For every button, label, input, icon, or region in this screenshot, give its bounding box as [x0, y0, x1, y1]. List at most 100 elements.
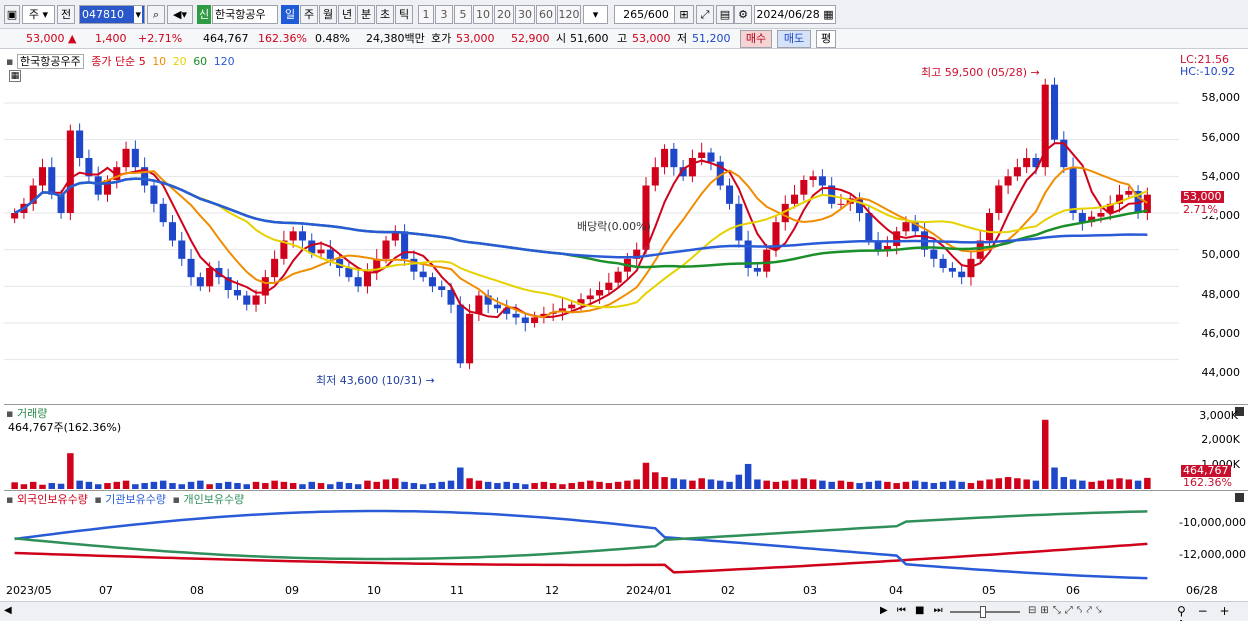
- y-tick: 50,000: [1201, 248, 1241, 261]
- volume-bar: [466, 478, 473, 489]
- interval-10-button[interactable]: 10: [473, 5, 493, 24]
- pane-close-icon[interactable]: [1235, 407, 1244, 416]
- draw-icon[interactable]: ⤢: [696, 5, 714, 24]
- period-year-tab[interactable]: 년: [338, 5, 356, 24]
- period-tick-tab[interactable]: 틱: [395, 5, 413, 24]
- volume-bar: [234, 483, 241, 489]
- volume-bar: [1097, 480, 1105, 489]
- volume-bar: [475, 480, 483, 489]
- average-button[interactable]: 평: [816, 30, 836, 48]
- date-input[interactable]: 2024/06/28 ▦: [754, 5, 836, 24]
- volume-bar: [1023, 479, 1030, 489]
- save-icon[interactable]: ▤: [716, 5, 734, 24]
- settings-gear-icon[interactable]: ⚙: [734, 5, 752, 24]
- drawing-tools[interactable]: ⊟⊞⤡⤢⤣⤤⤥: [1028, 605, 1106, 616]
- current-price-value: 53,000: [26, 32, 65, 45]
- interval-1-button[interactable]: 1: [418, 5, 434, 24]
- volume-bar: [150, 481, 158, 489]
- volume-chart[interactable]: [4, 405, 1179, 489]
- price-chart[interactable]: [4, 50, 1179, 402]
- zoom-slider-thumb[interactable]: [980, 606, 986, 618]
- pct-badge: 2.71%: [1181, 203, 1220, 216]
- x-label: 09: [285, 584, 299, 597]
- candle-body: [967, 258, 975, 278]
- volume-bar: [29, 481, 37, 489]
- volume-bar: [540, 481, 548, 489]
- speaker-icon[interactable]: ◀▾: [167, 5, 193, 24]
- sell-button[interactable]: 매도: [777, 30, 811, 48]
- compare-icon[interactable]: ⊞: [674, 5, 694, 24]
- candle-body: [930, 249, 938, 259]
- volume-bar: [976, 480, 984, 489]
- count-field[interactable]: 265/600: [614, 5, 678, 24]
- candle-body: [586, 295, 594, 300]
- dividend-annotation: 배당락(0.00%): [577, 220, 651, 233]
- pane-close-icon[interactable]: [1235, 493, 1244, 502]
- candle-body: [131, 148, 139, 168]
- grid-toggle-icon[interactable]: ▦: [9, 70, 21, 82]
- scroll-left-icon[interactable]: ◀: [4, 605, 12, 616]
- chart-scrollbar[interactable]: ◀ ▶ ⏮ ■ ⏭ ⊟⊞⤡⤢⤣⤤⤥ ⚲ − + A: [0, 601, 1248, 621]
- candle-body: [540, 313, 548, 318]
- candle-body: [391, 231, 399, 241]
- volume-bar: [336, 481, 343, 489]
- holdings-chart[interactable]: [4, 491, 1179, 584]
- candle-body: [558, 308, 566, 312]
- zoom-controls[interactable]: ⚲ − + A: [1177, 604, 1234, 621]
- interval-30-button[interactable]: 30: [515, 5, 535, 24]
- volume-bar: [494, 483, 501, 489]
- candle-body: [995, 185, 1003, 213]
- volume-bar: [1106, 479, 1114, 489]
- search-icon[interactable]: ⌕: [147, 5, 165, 24]
- market-select[interactable]: 주 ▾: [22, 5, 55, 24]
- pane-marker-icon: ▪: [94, 493, 102, 506]
- period-day-tab[interactable]: 일: [281, 5, 299, 24]
- playback-controls[interactable]: ▶ ⏮ ■ ⏭: [880, 605, 946, 616]
- interval-20-button[interactable]: 20: [494, 5, 514, 24]
- x-label: 08: [190, 584, 204, 597]
- buy-button[interactable]: 매수: [740, 30, 772, 48]
- interval-5-button[interactable]: 5: [454, 5, 472, 24]
- prev-button[interactable]: 전: [57, 5, 75, 24]
- volume-bar: [549, 483, 557, 489]
- candle-body: [66, 130, 74, 213]
- candle-body: [456, 304, 464, 364]
- chevron-down-icon[interactable]: ▾: [134, 6, 142, 23]
- candle-body: [958, 271, 966, 278]
- interval-60-button[interactable]: 60: [536, 5, 556, 24]
- interval-3-button[interactable]: 3: [435, 5, 453, 24]
- volume-bar: [447, 480, 455, 489]
- layout-icon[interactable]: ▣: [4, 5, 20, 24]
- volume-bar: [809, 479, 817, 489]
- candle-body: [688, 158, 696, 177]
- ma-120-label: 120: [213, 55, 235, 68]
- interval-select[interactable]: ▾: [583, 5, 608, 24]
- period-month-tab[interactable]: 월: [319, 5, 337, 24]
- stock-name-field[interactable]: 한국항공우: [212, 5, 278, 24]
- candle-body: [512, 313, 520, 318]
- candle-body: [679, 167, 687, 177]
- period-minute-tab[interactable]: 분: [357, 5, 375, 24]
- x-label: 12: [545, 584, 559, 597]
- candle-body: [11, 213, 19, 219]
- volume-bar: [782, 480, 789, 489]
- candle-body: [419, 271, 427, 278]
- candle-body: [865, 213, 873, 241]
- stock-code-input[interactable]: 047810 ▾: [79, 5, 145, 24]
- calendar-icon[interactable]: ▦: [823, 8, 834, 21]
- period-second-tab[interactable]: 초: [376, 5, 394, 24]
- candle-body: [596, 290, 604, 296]
- volume-bar: [178, 484, 186, 489]
- new-badge: 신: [197, 5, 211, 24]
- volume-bar: [57, 483, 65, 489]
- candle-body: [763, 249, 771, 272]
- volume-bar: [949, 480, 956, 489]
- pane-marker-icon: ▪: [6, 407, 14, 420]
- volume-bar: [605, 483, 613, 489]
- volume-bar: [902, 481, 910, 489]
- interval-120-button[interactable]: 120: [557, 5, 581, 24]
- candle-body: [1088, 216, 1096, 223]
- volume-bar: [1134, 480, 1142, 489]
- y-tick: 54,000: [1201, 170, 1241, 183]
- period-week-tab[interactable]: 주: [300, 5, 318, 24]
